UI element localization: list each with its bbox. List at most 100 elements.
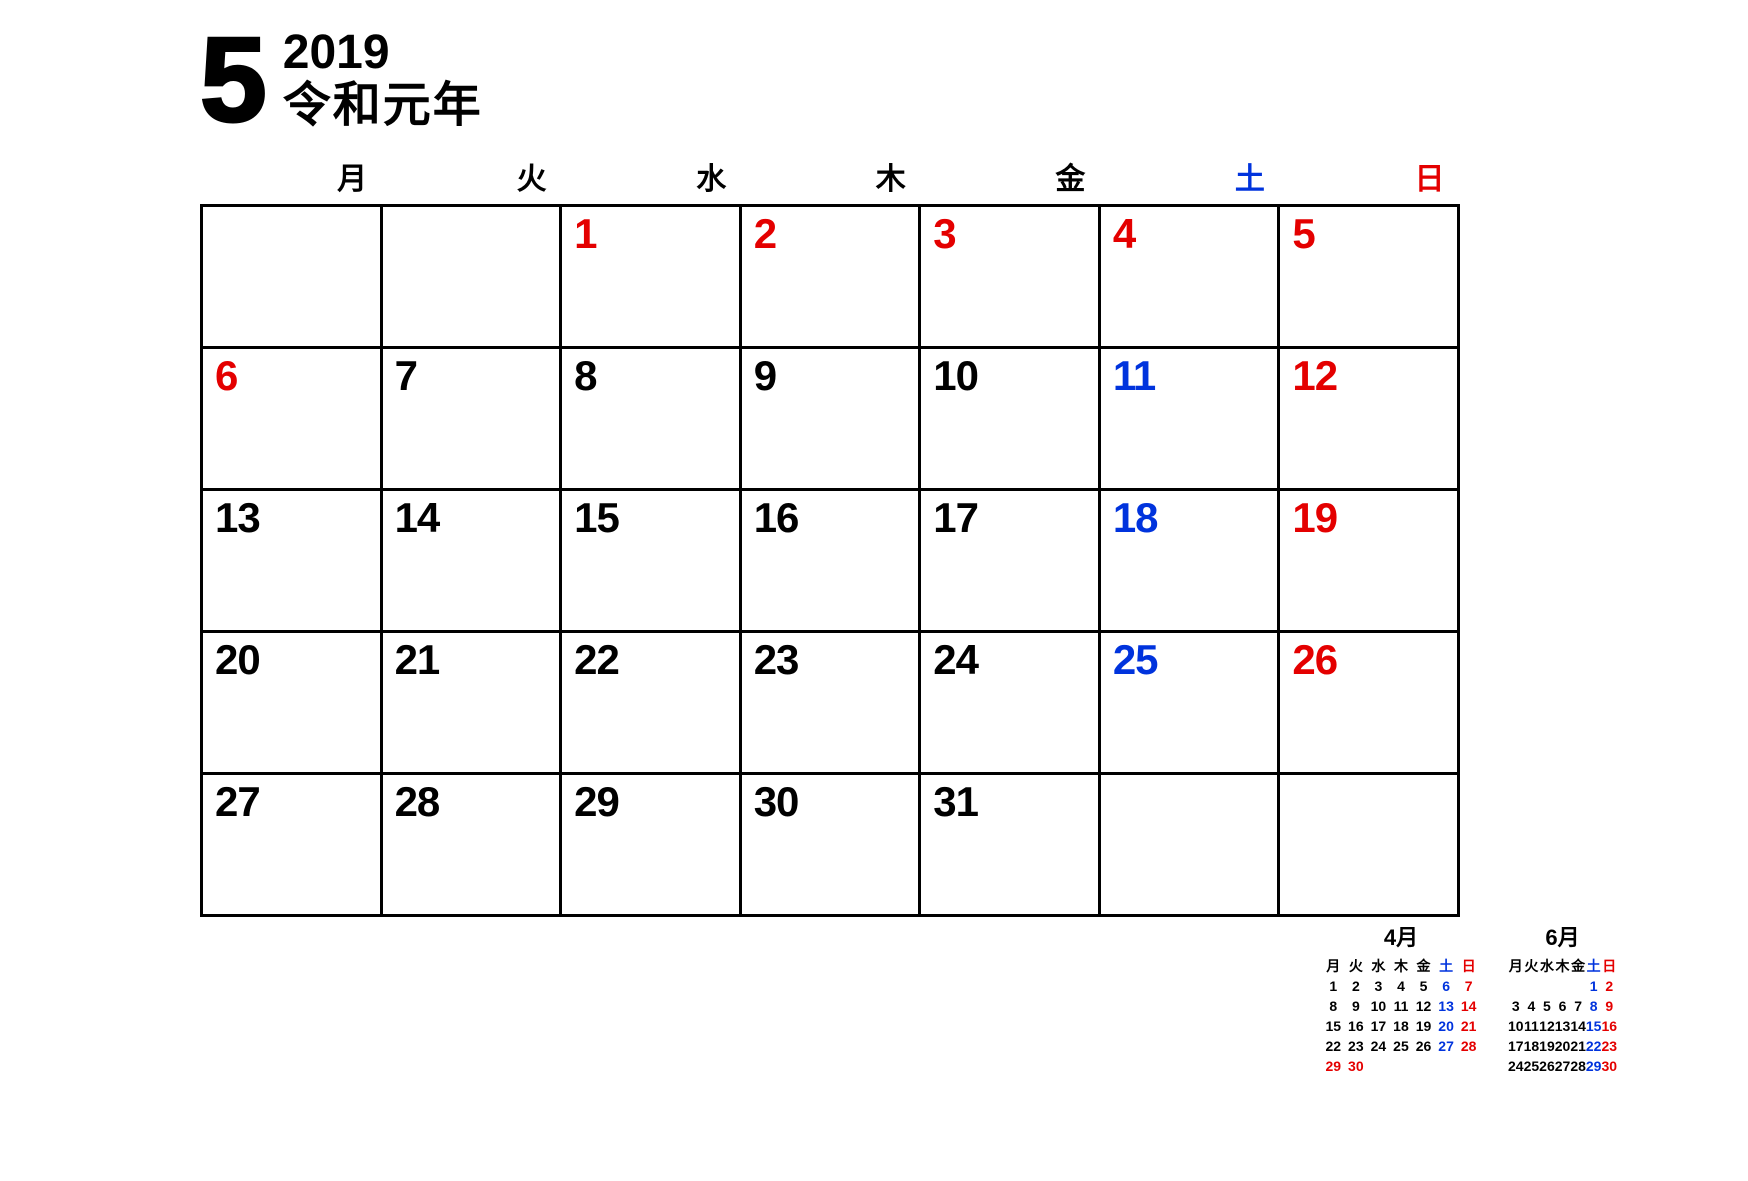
mini-day-cell: 9 (1345, 996, 1368, 1016)
mini-day-cell: 29 (1586, 1056, 1602, 1076)
day-number: 16 (754, 494, 799, 541)
mini-day-cell: 1 (1586, 976, 1602, 996)
calendar-day-cell: 3 (920, 206, 1100, 348)
month-number: 5 (200, 20, 263, 140)
mini-day-cell: 25 (1390, 1036, 1413, 1056)
day-number: 5 (1292, 210, 1314, 257)
mini-day-cell: 16 (1601, 1016, 1617, 1036)
mini-day-cell (1367, 1056, 1390, 1076)
calendar-day-cell: 14 (381, 490, 561, 632)
mini-day-header: 月 (1508, 956, 1524, 976)
mini-day-cell: 28 (1570, 1056, 1586, 1076)
mini-day-cell: 3 (1367, 976, 1390, 996)
mini-day-cell: 16 (1345, 1016, 1368, 1036)
mini-day-cell: 2 (1601, 976, 1617, 996)
mini-day-cell (1412, 1056, 1435, 1076)
day-number: 21 (395, 636, 440, 683)
mini-day-cell: 6 (1555, 996, 1571, 1016)
mini-day-cell: 28 (1457, 1036, 1480, 1056)
mini-day-cell: 17 (1367, 1016, 1390, 1036)
calendar-week-row: 12345 (202, 206, 1459, 348)
mini-day-cell: 7 (1570, 996, 1586, 1016)
mini-day-header: 土 (1435, 956, 1458, 976)
mini-day-cell (1539, 976, 1555, 996)
mini-day-cell (1570, 976, 1586, 996)
mini-day-cell (1435, 1056, 1458, 1076)
mini-day-header: 木 (1390, 956, 1413, 976)
mini-day-cell: 30 (1345, 1056, 1368, 1076)
mini-day-header: 木 (1555, 956, 1571, 976)
calendar-day-cell (202, 206, 382, 348)
calendar-day-cell: 29 (561, 774, 741, 916)
calendar-day-cell: 4 (1099, 206, 1279, 348)
mini-day-cell: 8 (1322, 996, 1345, 1016)
mini-day-cell: 11 (1390, 996, 1413, 1016)
mini-day-header: 月 (1322, 956, 1345, 976)
mini-day-cell: 21 (1570, 1036, 1586, 1056)
mini-day-header: 金 (1412, 956, 1435, 976)
day-number: 2 (754, 210, 776, 257)
mini-day-cell: 27 (1555, 1056, 1571, 1076)
day-number: 28 (395, 778, 440, 825)
day-number: 18 (1113, 494, 1158, 541)
mini-calendar-prev: 4月月火水木金土日1234567891011121314151617181920… (1322, 920, 1480, 1076)
day-number: 13 (215, 494, 260, 541)
calendar-day-cell: 8 (561, 348, 741, 490)
mini-day-cell: 29 (1322, 1056, 1345, 1076)
day-header: 水 (561, 150, 741, 206)
mini-day-cell: 13 (1555, 1016, 1571, 1036)
day-number: 9 (754, 352, 776, 399)
mini-day-cell: 22 (1322, 1036, 1345, 1056)
mini-day-cell: 21 (1457, 1016, 1480, 1036)
calendar-week-row: 13141516171819 (202, 490, 1459, 632)
mini-day-header: 火 (1524, 956, 1540, 976)
mini-day-cell (1524, 976, 1540, 996)
era-label: 令和元年 (283, 80, 483, 133)
day-header: 火 (381, 150, 561, 206)
calendar-day-cell: 15 (561, 490, 741, 632)
mini-day-cell: 20 (1435, 1016, 1458, 1036)
day-header: 木 (740, 150, 920, 206)
calendar-day-cell: 20 (202, 632, 382, 774)
mini-day-cell: 15 (1586, 1016, 1602, 1036)
calendar-day-cell: 11 (1099, 348, 1279, 490)
mini-day-cell: 10 (1367, 996, 1390, 1016)
day-number: 6 (215, 352, 237, 399)
mini-day-cell: 26 (1539, 1056, 1555, 1076)
day-number: 10 (933, 352, 978, 399)
calendar-day-cell: 23 (740, 632, 920, 774)
mini-day-header: 水 (1539, 956, 1555, 976)
calendar-grid: 月火水木金土日 12345678910111213141516171819202… (200, 150, 1460, 917)
mini-day-header: 火 (1345, 956, 1368, 976)
calendar-week-row: 2728293031 (202, 774, 1459, 916)
calendar-day-cell (381, 206, 561, 348)
day-number: 11 (1113, 352, 1155, 399)
mini-month-grid: 月火水木金土日123456789101112131415161718192021… (1322, 956, 1480, 1076)
day-number: 26 (1292, 636, 1337, 683)
calendar-day-cell: 2 (740, 206, 920, 348)
mini-day-cell: 14 (1457, 996, 1480, 1016)
mini-day-cell: 3 (1508, 996, 1524, 1016)
mini-day-cell: 22 (1586, 1036, 1602, 1056)
calendar-week-row: 6789101112 (202, 348, 1459, 490)
mini-day-cell: 18 (1524, 1036, 1540, 1056)
mini-day-cell: 5 (1539, 996, 1555, 1016)
mini-day-cell (1508, 976, 1524, 996)
calendar-day-cell: 22 (561, 632, 741, 774)
mini-day-cell: 13 (1435, 996, 1458, 1016)
mini-day-cell: 18 (1390, 1016, 1413, 1036)
calendar-day-cell: 10 (920, 348, 1100, 490)
calendar-day-cell (1279, 774, 1459, 916)
calendar: 5 2019 令和元年 月火水木金土日 12345678910111213141… (200, 20, 1480, 917)
mini-day-cell (1457, 1056, 1480, 1076)
mini-day-cell: 2 (1345, 976, 1368, 996)
mini-day-cell: 12 (1412, 996, 1435, 1016)
mini-day-cell: 24 (1508, 1056, 1524, 1076)
mini-day-cell: 4 (1390, 976, 1413, 996)
mini-day-header: 水 (1367, 956, 1390, 976)
calendar-day-cell: 25 (1099, 632, 1279, 774)
day-number: 17 (933, 494, 978, 541)
mini-calendar-next: 6月月火水木金土日1234567891011121314151617181920… (1508, 920, 1617, 1076)
calendar-day-cell (1099, 774, 1279, 916)
day-number: 31 (933, 778, 978, 825)
